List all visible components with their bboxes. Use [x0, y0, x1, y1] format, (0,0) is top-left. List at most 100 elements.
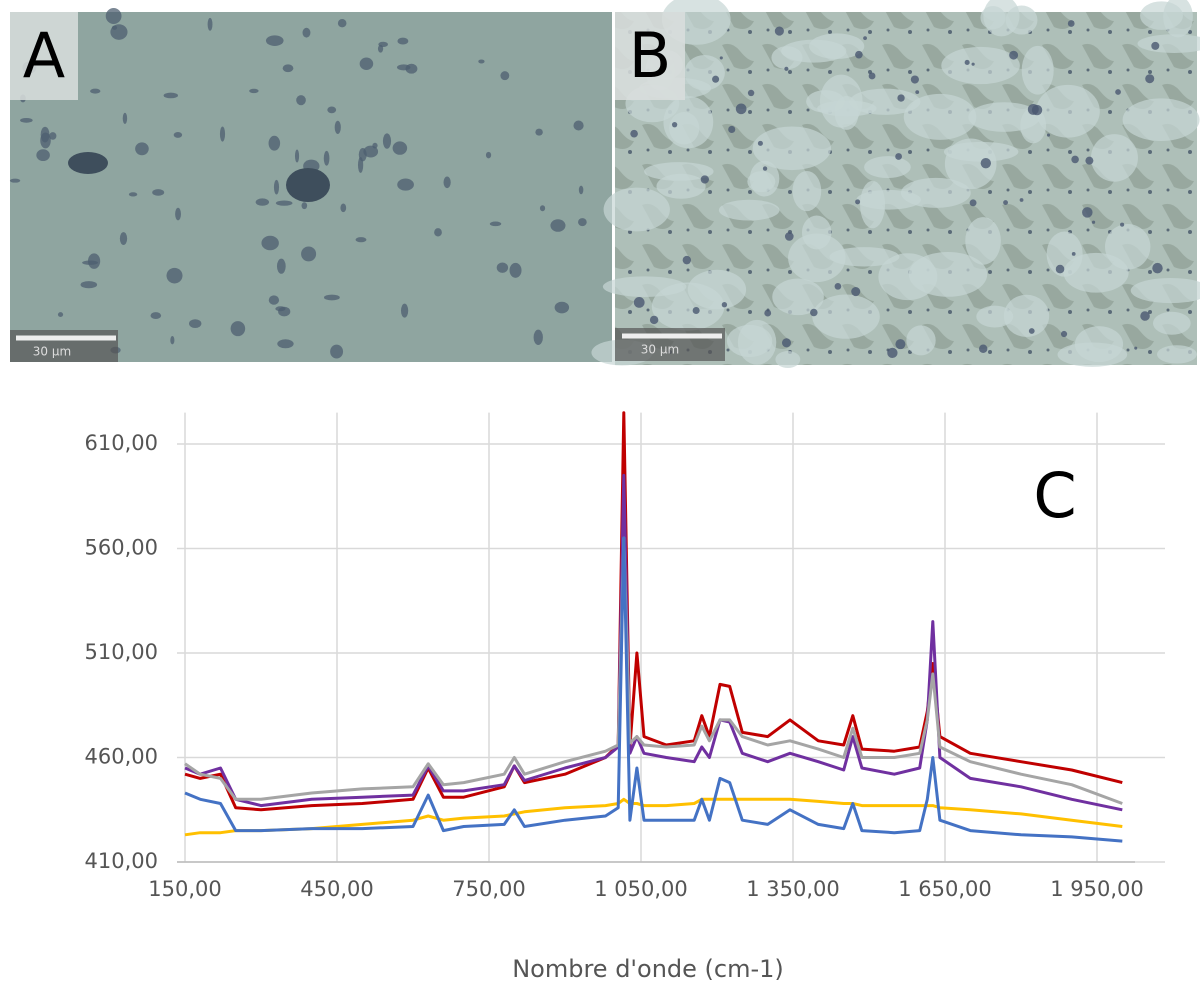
particle: [302, 27, 311, 38]
y-tick-label: 560,00: [85, 536, 158, 560]
particle: [1091, 220, 1096, 224]
particle: [1046, 133, 1051, 137]
particle: [400, 303, 409, 318]
blob: [817, 100, 877, 117]
particle: [163, 92, 178, 99]
particle: [578, 185, 584, 195]
particle: [20, 117, 33, 123]
y-tick-label: 460,00: [85, 745, 158, 769]
particle: [762, 166, 768, 171]
particle: [535, 128, 543, 136]
particle: [895, 339, 906, 350]
particle: [1003, 200, 1008, 205]
spectrum-line: [184, 536, 1123, 843]
particle: [1060, 330, 1068, 338]
particle: [323, 294, 340, 301]
x-tick-label: 1 050,00: [594, 877, 688, 901]
blob: [775, 351, 801, 368]
particles: [591, 0, 1200, 368]
blob: [983, 0, 1020, 37]
blob: [1063, 252, 1129, 293]
particle: [337, 19, 347, 28]
blob: [1003, 294, 1050, 338]
particle: [150, 312, 162, 320]
blob: [976, 305, 1014, 328]
particle: [249, 88, 259, 94]
particle: [887, 347, 898, 359]
particle: [219, 126, 226, 142]
y-tick-label: 610,00: [85, 431, 158, 455]
blob: [906, 325, 936, 356]
blob: [900, 177, 971, 208]
blob: [1122, 98, 1200, 142]
particle: [382, 133, 392, 149]
particle: [1019, 198, 1024, 202]
particle: [282, 64, 294, 73]
particle: [87, 253, 101, 269]
particle: [980, 157, 991, 169]
particle: [735, 103, 747, 115]
blob: [747, 171, 776, 193]
scale-box: [10, 330, 118, 362]
particle: [105, 8, 122, 24]
x-axis-label: Nombre d'onde (cm-1): [512, 955, 784, 983]
particle: [323, 150, 330, 166]
particle: [357, 157, 364, 173]
blob: [903, 93, 977, 140]
blob: [1036, 84, 1100, 138]
particle: [111, 25, 118, 30]
particle: [152, 189, 165, 196]
particle: [397, 37, 409, 45]
blob: [792, 171, 822, 212]
particle: [363, 145, 379, 158]
particle: [855, 50, 863, 59]
particle: [327, 106, 337, 114]
y-tick-label: 510,00: [85, 640, 158, 664]
particle: [895, 153, 902, 160]
label-box: [615, 12, 685, 100]
label-box: [10, 12, 78, 100]
particle: [397, 178, 414, 191]
particle: [1151, 41, 1160, 50]
particle: [764, 309, 772, 317]
particle: [810, 308, 818, 317]
particle: [550, 219, 566, 232]
particle: [485, 151, 492, 159]
particle: [359, 57, 374, 70]
spectrum-line: [184, 473, 1123, 812]
panel-label: C: [1033, 459, 1076, 532]
particle: [979, 344, 988, 353]
particle: [135, 142, 149, 156]
particle: [301, 202, 308, 210]
particle: [1120, 222, 1125, 227]
blob: [812, 294, 880, 339]
blob: [968, 102, 1041, 132]
particle: [355, 237, 367, 243]
particle: [372, 142, 378, 149]
particle: [910, 75, 919, 84]
particle: [268, 135, 281, 151]
particle: [1140, 311, 1150, 321]
particle: [275, 306, 286, 312]
particle: [57, 312, 64, 317]
particle: [719, 56, 723, 60]
particle: [170, 336, 175, 345]
particle: [682, 255, 692, 265]
scale-label: 30 µm: [33, 345, 71, 359]
blob: [718, 199, 780, 221]
x-tick-label: 450,00: [300, 877, 373, 901]
particle: [90, 88, 101, 94]
panel-b: B 30 µm: [591, 0, 1200, 368]
blob: [1152, 311, 1191, 335]
particle: [863, 36, 867, 41]
particle: [784, 66, 789, 71]
blob: [752, 126, 832, 171]
particle: [173, 131, 183, 138]
x-tick-label: 1 650,00: [898, 877, 992, 901]
particles: [9, 8, 587, 359]
particle: [1009, 50, 1019, 60]
blob: [943, 141, 1019, 162]
blob: [908, 251, 988, 297]
particle: [784, 232, 794, 241]
